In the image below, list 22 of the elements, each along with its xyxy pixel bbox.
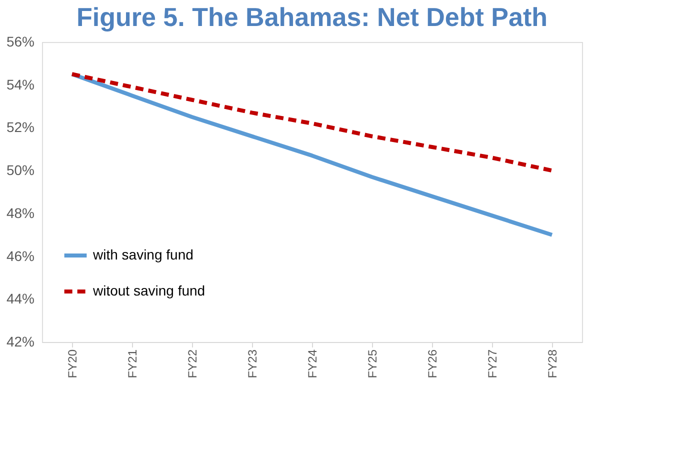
x-tick-label: FY27 <box>486 349 500 378</box>
y-tick-label: 56% <box>6 34 34 50</box>
y-tick-label: 42% <box>6 334 34 350</box>
chart-title: Figure 5. The Bahamas: Net Debt Path <box>76 2 548 32</box>
x-tick-label: FY26 <box>426 349 440 378</box>
y-tick-label: 54% <box>6 76 34 92</box>
y-tick-label: 44% <box>6 290 34 307</box>
y-tick-label: 46% <box>6 248 34 264</box>
x-tick-label: FY24 <box>306 349 320 378</box>
x-tick-label: FY22 <box>186 349 200 378</box>
line-series <box>70 72 554 173</box>
y-tick-label: 48% <box>6 204 34 221</box>
x-tick-label: FY21 <box>126 349 140 378</box>
x-tick-label: FY28 <box>546 349 560 378</box>
x-tick-label: FY23 <box>246 349 260 378</box>
y-tick-label: 50% <box>6 162 34 178</box>
y-tick-label: 52% <box>6 119 34 136</box>
line-series <box>70 72 554 237</box>
legend-label: with saving fund <box>92 246 194 262</box>
x-tick-label: FY25 <box>366 349 380 378</box>
legend-label: witout saving fund <box>92 282 206 298</box>
x-tick-label: FY20 <box>66 349 80 378</box>
